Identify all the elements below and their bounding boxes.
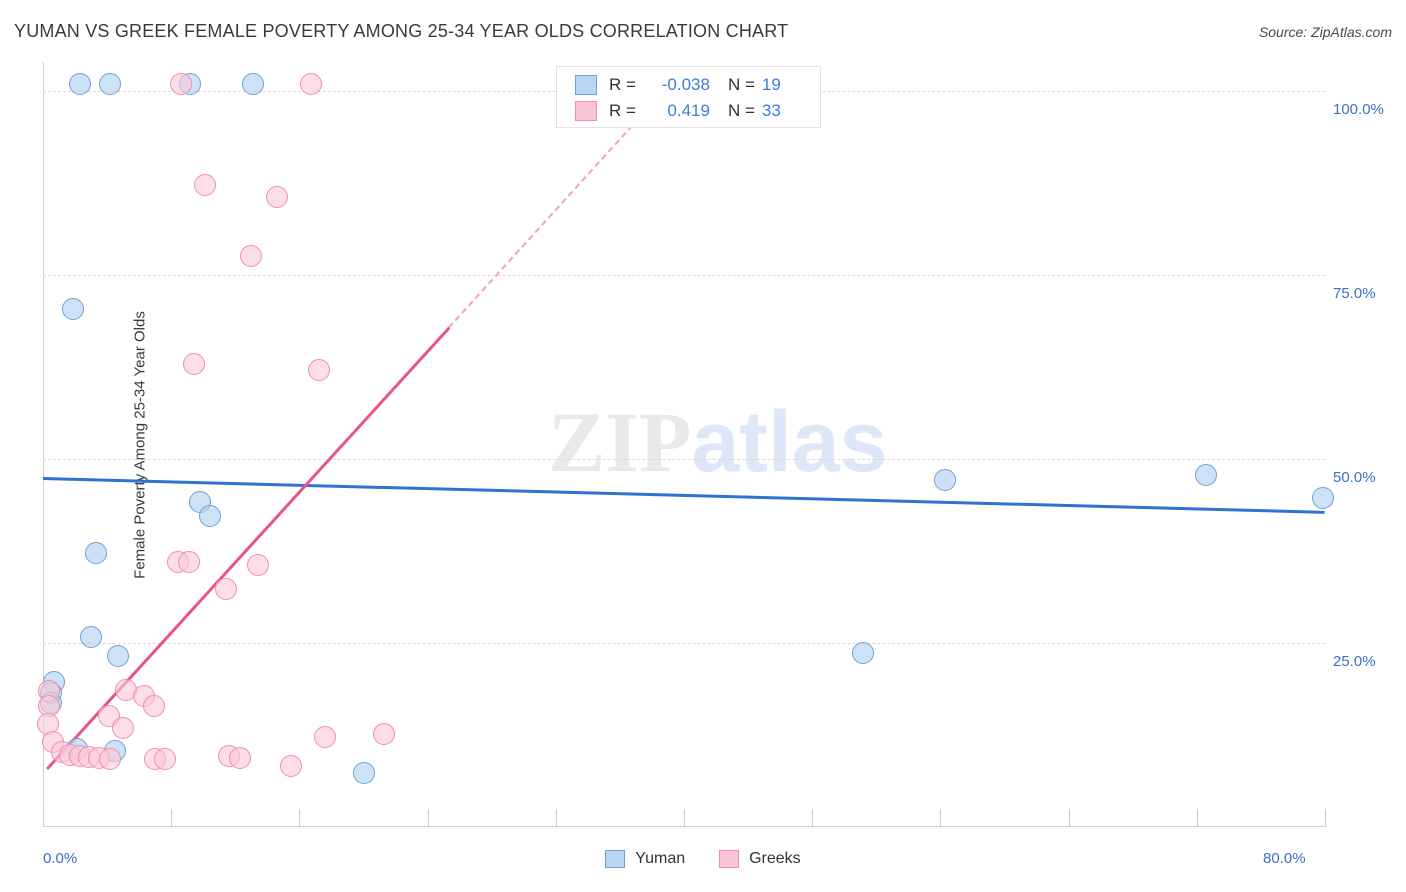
y-tick-label: 50.0% xyxy=(1333,469,1376,487)
data-point-greeks[interactable] xyxy=(246,554,269,577)
x-tick xyxy=(299,809,301,827)
data-point-greeks[interactable] xyxy=(182,353,205,376)
gridline-y xyxy=(43,459,1325,461)
legend-color-yuman xyxy=(605,850,626,868)
gridline-y xyxy=(43,643,1325,645)
data-point-greeks[interactable] xyxy=(153,748,176,771)
legend-swatch-yuman xyxy=(575,75,597,95)
legend-item-greeks[interactable]: Greeks xyxy=(719,850,801,868)
stats-legend: R = -0.038 N = 19 R = 0.419 N = 33 xyxy=(556,66,821,128)
n-value-greeks: 33 xyxy=(761,101,781,120)
x-tick xyxy=(940,809,942,827)
gridline-y xyxy=(43,275,1325,277)
data-point-greeks[interactable] xyxy=(265,185,288,208)
x-tick xyxy=(1196,809,1198,827)
data-point-yuman[interactable] xyxy=(934,468,957,491)
x-tick xyxy=(43,809,44,827)
data-point-yuman[interactable] xyxy=(241,73,264,96)
page-title: YUMAN VS GREEK FEMALE POVERTY AMONG 25-3… xyxy=(14,21,789,41)
n-value-yuman: 19 xyxy=(761,75,781,94)
x-tick xyxy=(555,809,557,827)
data-point-greeks[interactable] xyxy=(112,717,135,740)
x-tick-label: 80.0% xyxy=(1263,850,1306,867)
n-label-yuman: N = xyxy=(727,75,755,94)
r-value-greeks: 0.419 xyxy=(667,101,710,120)
r-label-greeks: R = xyxy=(609,101,636,120)
data-point-greeks[interactable] xyxy=(240,245,263,268)
data-point-yuman[interactable] xyxy=(62,298,85,321)
data-point-greeks[interactable] xyxy=(169,73,192,96)
y-tick-label: 100.0% xyxy=(1333,101,1384,119)
plot-area: ZIPatlas 100.0% 75.0% 50.0% 25.0% 0.0% 80.0% xyxy=(36,62,1384,867)
y-tick-label: 75.0% xyxy=(1333,285,1376,303)
data-point-yuman[interactable] xyxy=(68,73,91,96)
source-attribution: Source: ZipAtlas.com xyxy=(1258,24,1392,40)
data-point-greeks[interactable] xyxy=(314,725,337,748)
trendline-extension-greeks xyxy=(448,109,648,329)
data-point-greeks[interactable] xyxy=(373,723,396,746)
data-point-yuman[interactable] xyxy=(352,762,375,785)
data-point-yuman[interactable] xyxy=(198,504,221,527)
data-point-greeks[interactable] xyxy=(142,695,165,718)
data-point-yuman[interactable] xyxy=(852,642,875,665)
data-point-greeks[interactable] xyxy=(177,551,200,574)
legend-label-yuman: Yuman xyxy=(635,850,686,867)
watermark-zip: ZIP xyxy=(548,394,692,490)
r-label-yuman: R = xyxy=(609,75,636,94)
watermark: ZIPatlas xyxy=(548,392,887,492)
data-point-greeks[interactable] xyxy=(307,359,330,382)
watermark-atlas: atlas xyxy=(691,394,888,490)
x-tick xyxy=(684,809,685,827)
x-tick xyxy=(171,809,173,827)
stats-legend-row-greeks: R = 0.419 N = 33 xyxy=(575,98,781,124)
data-point-greeks[interactable] xyxy=(193,173,216,196)
legend-label-greeks: Greeks xyxy=(749,850,801,867)
data-point-yuman[interactable] xyxy=(84,542,107,565)
trendline-yuman xyxy=(42,476,1325,514)
data-point-yuman[interactable] xyxy=(107,644,130,667)
x-tick xyxy=(427,809,429,827)
x-tick xyxy=(812,809,814,827)
data-point-greeks[interactable] xyxy=(229,746,252,769)
data-point-greeks[interactable] xyxy=(280,754,303,777)
data-point-greeks[interactable] xyxy=(214,578,237,601)
y-axis-title-wrap: Female Poverty Among 25-34 Year Olds xyxy=(10,62,148,827)
y-axis-line xyxy=(43,62,44,827)
trendline-greeks xyxy=(46,326,451,771)
data-point-yuman[interactable] xyxy=(80,626,103,649)
series-legend: Yuman Greeks xyxy=(0,850,1406,868)
data-point-greeks[interactable] xyxy=(299,73,322,96)
data-point-yuman[interactable] xyxy=(99,73,122,96)
data-point-yuman[interactable] xyxy=(1312,487,1335,510)
y-tick-label: 25.0% xyxy=(1333,653,1376,671)
legend-item-yuman[interactable]: Yuman xyxy=(605,850,685,868)
n-label-greeks: N = xyxy=(727,101,755,120)
x-tick xyxy=(1325,809,1326,827)
stats-legend-row-yuman: R = -0.038 N = 19 xyxy=(575,72,781,98)
legend-swatch-greeks xyxy=(575,101,597,121)
data-point-greeks[interactable] xyxy=(99,747,122,770)
x-tick-label: 0.0% xyxy=(43,850,78,867)
x-tick xyxy=(1068,809,1070,827)
legend-color-greeks xyxy=(719,850,740,868)
r-value-yuman: -0.038 xyxy=(661,75,710,94)
data-point-yuman[interactable] xyxy=(1195,464,1218,487)
